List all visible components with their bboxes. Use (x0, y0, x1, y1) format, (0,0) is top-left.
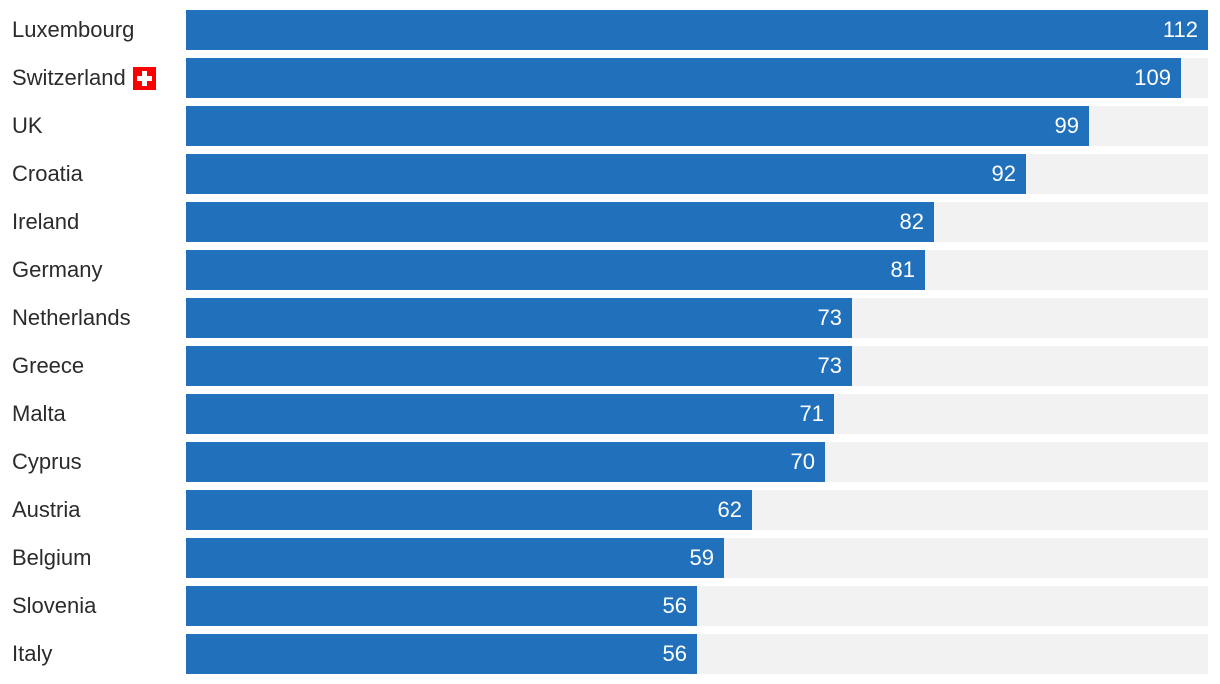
bar-row: UK 99 (0, 106, 1220, 146)
bar-row: Switzerland 109 (0, 58, 1220, 98)
bar-track: 59 (186, 538, 1208, 578)
bar-value-label: 99 (1054, 113, 1079, 138)
bar: 71 (186, 394, 834, 434)
bar-row: Luxembourg 112 (0, 10, 1220, 50)
bar-value-label: 109 (1134, 65, 1171, 90)
bar-row: Belgium 59 (0, 538, 1220, 578)
bar-track: 99 (186, 106, 1208, 146)
category-label-text: UK (12, 113, 43, 138)
bar-row: Italy 56 (0, 634, 1220, 674)
bar-track: 82 (186, 202, 1208, 242)
bar-value-label: 62 (717, 497, 742, 522)
category-label: Switzerland (12, 58, 156, 98)
category-label: Malta (12, 394, 66, 434)
bar: 73 (186, 346, 852, 386)
category-label: Austria (12, 490, 80, 530)
swiss-flag-icon (132, 66, 156, 90)
category-label: Germany (12, 250, 102, 290)
category-label-text: Greece (12, 353, 85, 378)
bar-row: Netherlands 73 (0, 298, 1220, 338)
bar-track: 73 (186, 298, 1208, 338)
category-label: Greece (12, 346, 84, 386)
category-label-text: Luxembourg (12, 17, 135, 42)
bar-row: Greece 73 (0, 346, 1220, 386)
bar-row: Malta 71 (0, 394, 1220, 434)
category-label: Belgium (12, 538, 91, 578)
bar-value-label: 56 (662, 593, 687, 618)
category-label: Cyprus (12, 442, 82, 482)
bar-track: 56 (186, 634, 1208, 674)
bar-value-label: 71 (799, 401, 824, 426)
bar: 56 (186, 586, 697, 626)
bar: 62 (186, 490, 752, 530)
bar-track: 56 (186, 586, 1208, 626)
bar-track: 71 (186, 394, 1208, 434)
bar: 112 (186, 10, 1208, 50)
bar-track: 81 (186, 250, 1208, 290)
bar: 92 (186, 154, 1026, 194)
bar-row: Croatia 92 (0, 154, 1220, 194)
category-label: Italy (12, 634, 52, 674)
category-label-text: Germany (12, 257, 103, 282)
category-label-text: Croatia (12, 161, 83, 186)
bar-value-label: 73 (817, 305, 842, 330)
category-label-text: Ireland (12, 209, 80, 234)
bar-value-label: 92 (991, 161, 1016, 186)
bar: 99 (186, 106, 1089, 146)
category-label-text: Belgium (12, 545, 92, 570)
bar-value-label: 56 (662, 641, 687, 666)
bar-row: Slovenia 56 (0, 586, 1220, 626)
category-label: Netherlands (12, 298, 131, 338)
bar: 81 (186, 250, 925, 290)
category-label: Slovenia (12, 586, 96, 626)
category-label-text: Slovenia (12, 593, 97, 618)
bar: 109 (186, 58, 1181, 98)
bar-value-label: 70 (790, 449, 815, 474)
category-label-text: Cyprus (12, 449, 82, 474)
bar-value-label: 82 (899, 209, 924, 234)
bar-value-label: 81 (890, 257, 915, 282)
category-label-text: Malta (12, 401, 66, 426)
bar-track: 62 (186, 490, 1208, 530)
category-label: UK (12, 106, 43, 146)
bar-row: Germany 81 (0, 250, 1220, 290)
bar-track: 109 (186, 58, 1208, 98)
bar: 82 (186, 202, 934, 242)
bar-row: Ireland 82 (0, 202, 1220, 242)
bar: 73 (186, 298, 852, 338)
category-label-text: Netherlands (12, 305, 131, 330)
category-label: Luxembourg (12, 10, 134, 50)
bar-value-label: 59 (689, 545, 714, 570)
category-label: Ireland (12, 202, 79, 242)
bar: 56 (186, 634, 697, 674)
bar-value-label: 73 (817, 353, 842, 378)
bar-track: 73 (186, 346, 1208, 386)
bar-row: Cyprus 70 (0, 442, 1220, 482)
bar-value-label: 112 (1162, 17, 1198, 42)
category-label-text: Switzerland (12, 65, 126, 90)
category-label-text: Austria (12, 497, 81, 522)
bar: 70 (186, 442, 825, 482)
bar-row: Austria 62 (0, 490, 1220, 530)
bar: 59 (186, 538, 724, 578)
category-label-text: Italy (12, 641, 53, 666)
bar-track: 70 (186, 442, 1208, 482)
bar-track: 112 (186, 10, 1208, 50)
bar-track: 92 (186, 154, 1208, 194)
category-label: Croatia (12, 154, 83, 194)
